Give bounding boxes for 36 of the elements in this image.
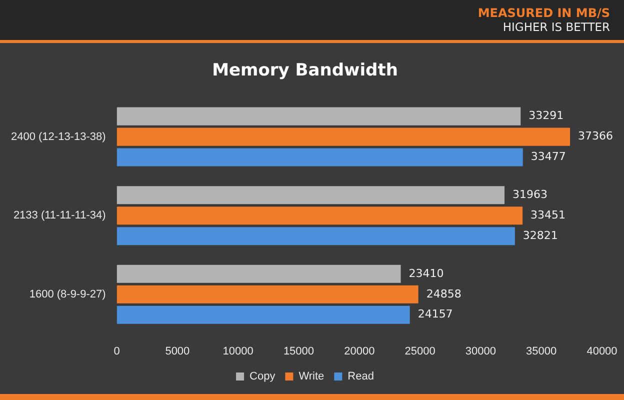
data-label: 24157 xyxy=(418,308,453,321)
data-label: 33451 xyxy=(530,208,566,222)
bar xyxy=(116,128,570,146)
legend-label: Copy xyxy=(250,370,276,383)
bar xyxy=(116,107,521,126)
legend-label: Write xyxy=(298,370,324,383)
data-label: 32821 xyxy=(522,228,558,242)
bar xyxy=(116,206,523,225)
data-label: 24858 xyxy=(426,287,462,300)
x-tick-label: 0 xyxy=(114,345,120,358)
data-label: 23410 xyxy=(408,266,444,280)
x-tick-label: 10000 xyxy=(222,345,254,358)
x-tick-label: 5000 xyxy=(165,345,190,358)
x-tick-label: 35000 xyxy=(526,345,557,358)
data-label: 33477 xyxy=(530,150,566,164)
text: HIGHER IS BETTER xyxy=(502,20,610,34)
y-tick-label: 2400 (12-13-13-38) xyxy=(10,130,106,143)
chart-title: Memory Bandwidth xyxy=(212,60,398,81)
bar xyxy=(116,264,401,283)
bar xyxy=(116,186,505,204)
data-label: 37366 xyxy=(578,130,614,143)
bar xyxy=(116,227,515,246)
data-label: 31963 xyxy=(512,188,548,201)
x-tick-label: 20000 xyxy=(344,345,375,358)
y-tick-label: 1600 (8-9-9-27) xyxy=(29,288,106,300)
bar xyxy=(116,285,418,304)
legend-label: Read xyxy=(348,370,374,383)
bar xyxy=(116,148,523,166)
x-tick-label: 30000 xyxy=(465,345,496,358)
data-label: 33291 xyxy=(528,109,564,122)
text: MEASURED IN MB/S xyxy=(478,6,610,20)
x-tick-label: 25000 xyxy=(404,345,436,358)
bar xyxy=(116,306,410,324)
x-tick-label: 15000 xyxy=(283,345,314,358)
x-tick-label: 40000 xyxy=(586,345,618,358)
y-tick-label: 2133 (11-11-11-34) xyxy=(13,210,106,222)
